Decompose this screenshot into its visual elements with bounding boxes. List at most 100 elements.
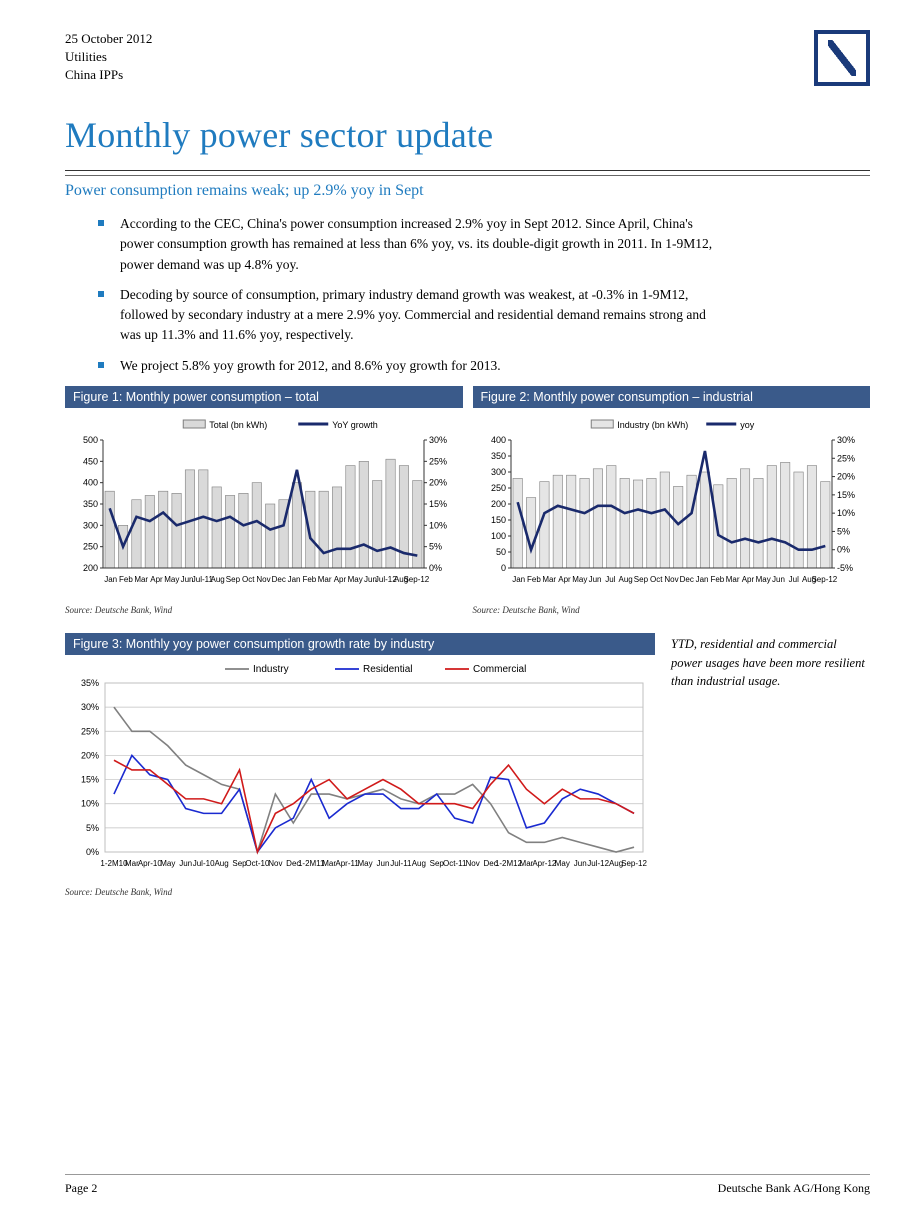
sidenote: YTD, residential and commercial power us… xyxy=(671,633,870,897)
svg-text:20%: 20% xyxy=(837,471,855,481)
svg-text:Jul-11: Jul-11 xyxy=(390,859,412,868)
svg-text:Dec: Dec xyxy=(679,575,693,584)
svg-text:-5%: -5% xyxy=(837,563,853,573)
svg-text:Aug: Aug xyxy=(618,575,632,584)
svg-text:Jul-10: Jul-10 xyxy=(193,859,215,868)
svg-text:Nov: Nov xyxy=(664,575,678,584)
svg-text:10%: 10% xyxy=(81,798,99,808)
svg-text:May: May xyxy=(357,859,372,868)
svg-text:5%: 5% xyxy=(837,526,850,536)
svg-text:20%: 20% xyxy=(429,477,447,487)
svg-text:Oct-11: Oct-11 xyxy=(443,859,467,868)
svg-text:1-2M10: 1-2M10 xyxy=(100,859,128,868)
svg-text:Apr-11: Apr-11 xyxy=(335,859,359,868)
svg-text:Jan: Jan xyxy=(695,575,708,584)
figure-3: Figure 3: Monthly yoy power consumption … xyxy=(65,633,655,897)
bullet-item: Decoding by source of consumption, prima… xyxy=(120,285,870,346)
svg-text:Mar: Mar xyxy=(542,575,556,584)
figure-1: Figure 1: Monthly power consumption – to… xyxy=(65,386,463,615)
svg-text:400: 400 xyxy=(490,435,505,445)
svg-text:Sep: Sep xyxy=(633,575,648,584)
svg-text:0%: 0% xyxy=(837,544,850,554)
figure-source: Source: Deutsche Bank, Wind xyxy=(473,605,871,615)
svg-text:15%: 15% xyxy=(837,490,855,500)
svg-text:25%: 25% xyxy=(837,453,855,463)
figure-2: Figure 2: Monthly power consumption – in… xyxy=(473,386,871,615)
svg-text:500: 500 xyxy=(83,435,98,445)
svg-text:10%: 10% xyxy=(429,520,447,530)
svg-text:1-2M12: 1-2M12 xyxy=(495,859,523,868)
svg-text:250: 250 xyxy=(83,541,98,551)
bullet-item: According to the CEC, China's power cons… xyxy=(120,214,870,275)
svg-text:Mar: Mar xyxy=(134,575,148,584)
svg-text:Jul-12: Jul-12 xyxy=(587,859,609,868)
svg-text:Jan: Jan xyxy=(104,575,117,584)
svg-text:15%: 15% xyxy=(429,499,447,509)
svg-text:Commercial: Commercial xyxy=(473,664,526,675)
svg-text:Jul: Jul xyxy=(605,575,615,584)
doc-date: 25 October 2012 xyxy=(65,30,152,48)
figure-source: Source: Deutsche Bank, Wind xyxy=(65,887,655,897)
bullet-list: According to the CEC, China's power cons… xyxy=(65,214,870,376)
svg-text:300: 300 xyxy=(83,520,98,530)
rule xyxy=(65,170,870,171)
svg-text:1-2M11: 1-2M11 xyxy=(298,859,325,868)
svg-text:Sep-12: Sep-12 xyxy=(811,575,837,584)
svg-text:30%: 30% xyxy=(429,435,447,445)
svg-text:Jan: Jan xyxy=(288,575,301,584)
svg-text:Jul: Jul xyxy=(788,575,798,584)
svg-text:250: 250 xyxy=(490,483,505,493)
svg-text:May: May xyxy=(755,575,770,584)
figure-title: Figure 1: Monthly power consumption – to… xyxy=(65,386,463,408)
svg-text:350: 350 xyxy=(83,499,98,509)
org-name: Deutsche Bank AG/Hong Kong xyxy=(718,1181,870,1196)
svg-text:30%: 30% xyxy=(837,435,855,445)
bullet-item: We project 5.8% yoy growth for 2012, and… xyxy=(120,356,870,376)
svg-text:Jun: Jun xyxy=(574,859,587,868)
svg-text:Feb: Feb xyxy=(710,575,724,584)
svg-text:Jun: Jun xyxy=(377,859,390,868)
svg-text:Sep-12: Sep-12 xyxy=(403,575,429,584)
svg-text:Nov: Nov xyxy=(268,859,282,868)
svg-text:Jun: Jun xyxy=(588,575,601,584)
svg-text:May: May xyxy=(555,859,570,868)
svg-text:Industry: Industry xyxy=(253,664,289,675)
figure-source: Source: Deutsche Bank, Wind xyxy=(65,605,463,615)
page-number: Page 2 xyxy=(65,1181,97,1196)
subtitle: Power consumption remains weak; up 2.9% … xyxy=(65,182,870,200)
db-logo-icon xyxy=(814,30,870,86)
svg-text:Apr-10: Apr-10 xyxy=(138,859,163,868)
svg-text:0: 0 xyxy=(500,563,505,573)
svg-text:Jun: Jun xyxy=(179,859,192,868)
svg-text:200: 200 xyxy=(83,563,98,573)
svg-text:300: 300 xyxy=(490,467,505,477)
svg-text:Oct-10: Oct-10 xyxy=(245,859,270,868)
svg-text:Jun: Jun xyxy=(772,575,785,584)
svg-text:0%: 0% xyxy=(429,563,442,573)
svg-text:Sep-12: Sep-12 xyxy=(621,859,647,868)
figure-title: Figure 3: Monthly yoy power consumption … xyxy=(65,633,655,655)
doc-topic: China IPPs xyxy=(65,66,152,84)
svg-text:Total (bn kWh): Total (bn kWh) xyxy=(209,420,267,430)
svg-text:Industry (bn kWh): Industry (bn kWh) xyxy=(617,420,688,430)
svg-text:May: May xyxy=(572,575,587,584)
svg-text:Mar: Mar xyxy=(322,859,336,868)
svg-text:Feb: Feb xyxy=(527,575,541,584)
svg-text:5%: 5% xyxy=(429,541,442,551)
svg-text:May: May xyxy=(160,859,175,868)
doc-meta: 25 October 2012 Utilities China IPPs xyxy=(65,30,152,85)
svg-text:5%: 5% xyxy=(86,823,99,833)
svg-text:Apr: Apr xyxy=(741,575,754,584)
svg-text:Aug: Aug xyxy=(214,859,228,868)
svg-text:Apr-12: Apr-12 xyxy=(532,859,557,868)
doc-sector: Utilities xyxy=(65,48,152,66)
svg-text:35%: 35% xyxy=(81,678,99,688)
svg-text:Nov: Nov xyxy=(466,859,480,868)
svg-text:Dec: Dec xyxy=(272,575,286,584)
svg-text:YoY growth: YoY growth xyxy=(332,420,378,430)
svg-text:25%: 25% xyxy=(81,726,99,736)
svg-text:May: May xyxy=(164,575,179,584)
svg-text:Mar: Mar xyxy=(318,575,332,584)
svg-text:Sep: Sep xyxy=(226,575,241,584)
figure-title: Figure 2: Monthly power consumption – in… xyxy=(473,386,871,408)
